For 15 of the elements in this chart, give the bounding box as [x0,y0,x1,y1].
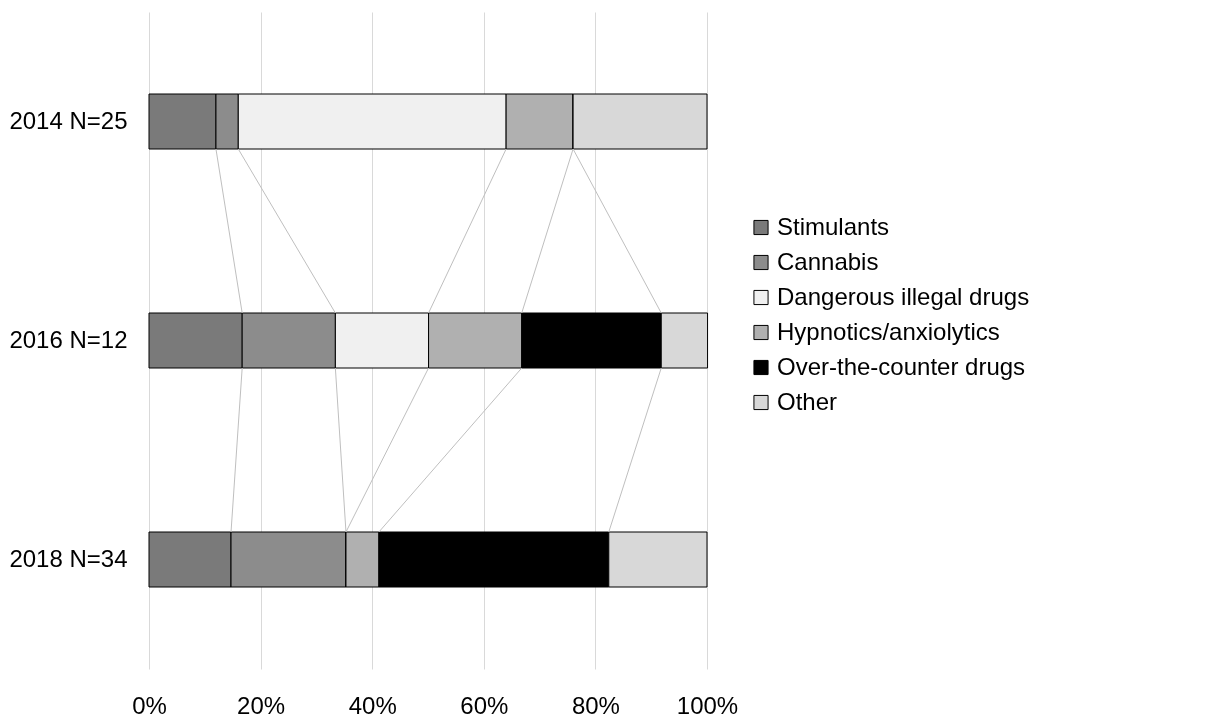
x-tick-label: 60% [460,691,509,719]
y-tick-label: 2014 N=25 [9,106,128,134]
legend-label: Cannabis [777,247,879,275]
x-tick-label: 20% [237,691,286,719]
x-tick-label: 40% [348,691,397,719]
legend-label: Other [777,387,838,415]
y-tick-label: 2016 N=12 [9,325,128,353]
y-tick-label: 2018 N=34 [9,544,128,572]
legend-label: Hypnotics/anxiolytics [777,317,1000,345]
x-tick-label: 100% [676,691,739,719]
x-tick-label: 0% [132,691,167,719]
x-tick-label: 80% [571,691,620,719]
legend-label: Over-the-counter drugs [777,352,1026,380]
legend-label: Stimulants [777,212,890,240]
legend-label: Dangerous illegal drugs [777,282,1030,310]
